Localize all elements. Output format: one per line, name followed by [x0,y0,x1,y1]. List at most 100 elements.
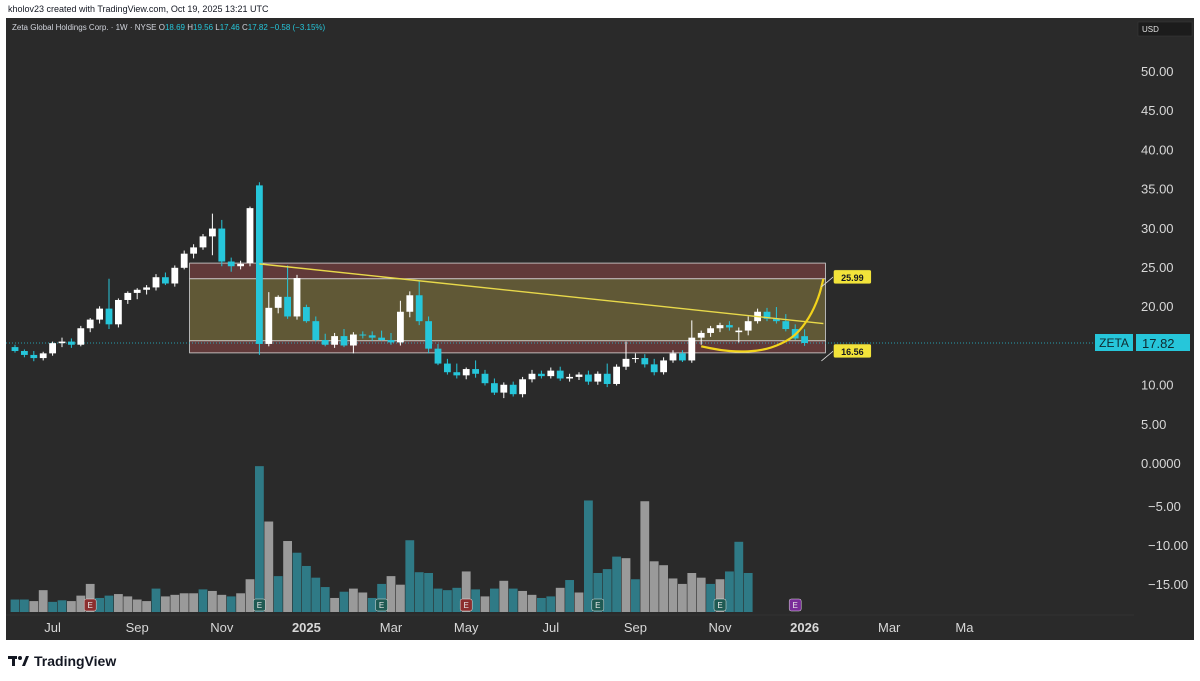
candle-body [77,328,85,345]
volume-bar [302,565,311,612]
candle-body [58,341,66,344]
time-tick-label: Nov [210,620,234,635]
last-price-tag [1136,334,1190,351]
candle-body [434,348,442,364]
earnings-marker: E [375,598,388,612]
candle-body [227,261,235,267]
candle [556,366,564,381]
candle-body [415,295,423,322]
candle-body [472,369,479,374]
volume-bar [555,587,565,612]
volume-bar [527,594,537,612]
candle-body [406,295,414,312]
earnings-marker-letter: E [257,601,262,610]
volume-bar [38,590,48,612]
candle-body [143,287,150,290]
candle-body [519,379,526,395]
projection-curve [700,278,825,353]
time-tick-label: Jul [542,620,559,635]
volume-bar [142,601,151,612]
volume-bar [490,588,499,612]
tradingview-logo[interactable]: TradingView [8,653,116,669]
candle [688,320,696,363]
candle [86,318,94,333]
symbol-tag-label: ZETA [1099,336,1129,350]
candle [660,357,667,375]
candle [284,265,291,319]
candle-body [68,341,75,345]
candle [744,316,752,336]
time-tick-label: 2025 [292,620,321,635]
candle [190,244,197,259]
candle [472,360,479,378]
earnings-marker-letter: E [595,601,600,610]
candle [650,358,658,376]
volume-bar [480,596,490,612]
candle [77,325,85,347]
earnings-marker-letter: E [88,601,93,610]
price-axis-panel [1134,18,1194,640]
volume-bar [621,558,631,612]
volume-bar [743,573,753,612]
volume-bar [358,592,368,612]
volume-bar [283,541,292,612]
candle [49,341,56,356]
volume-bar [734,541,744,612]
candle [500,382,508,399]
volume-bar [226,596,236,612]
candles [11,182,808,399]
candle-body [209,228,216,237]
candle [199,234,207,250]
legend-high-label: H [187,23,194,32]
candle [11,344,19,353]
earnings-marker-letter: E [379,601,384,610]
price-chart[interactable]: 25.99 16.56 E E E E E E E USD 50.00 45.00 40.00 35.00… [6,18,1194,640]
volume-bar [574,592,584,612]
candle-body [773,318,780,322]
zone-support [189,340,826,354]
candle [133,288,141,300]
candle-body [218,228,226,262]
tradingview-logo-icon [8,656,29,666]
volume-bar [499,580,509,612]
candle-body [180,253,188,268]
earnings-marker: E [253,598,266,612]
candle [105,278,113,330]
currency-label: USD [1142,25,1159,34]
volume-bar [414,572,424,612]
candle [716,322,724,333]
candle-body [387,340,395,343]
volume-bar [508,588,518,612]
candle [735,327,743,343]
candle-body [763,311,771,319]
candle [519,376,526,398]
volume-bar [433,588,443,612]
legend-close-value: 17.82 [247,23,268,32]
candle [39,351,47,361]
candle-body [199,236,207,248]
candle-body [284,296,291,317]
time-tick-label: Mar [380,620,403,635]
volume-bar [631,579,640,612]
candle-body [462,369,470,376]
candle [387,332,395,345]
candle [697,330,705,345]
candle [30,351,38,362]
volume-tick-label: −10.00 [1148,538,1188,553]
currency-badge [1137,21,1193,37]
earnings-marker: E [788,598,802,612]
candle [303,304,310,323]
candle [237,260,244,270]
candle-body [152,277,160,288]
descending-trendline [259,263,824,325]
candle-body [585,374,592,382]
volume-bar [706,583,715,612]
price-tick-label: 35.00 [1141,182,1174,197]
level-label-value: 16.56 [841,347,864,357]
volume-bar [198,589,208,612]
candle [425,316,432,354]
volume-bar [725,571,734,612]
candle-body [246,208,254,264]
candle-body [340,336,348,346]
volume-bar [715,579,725,612]
